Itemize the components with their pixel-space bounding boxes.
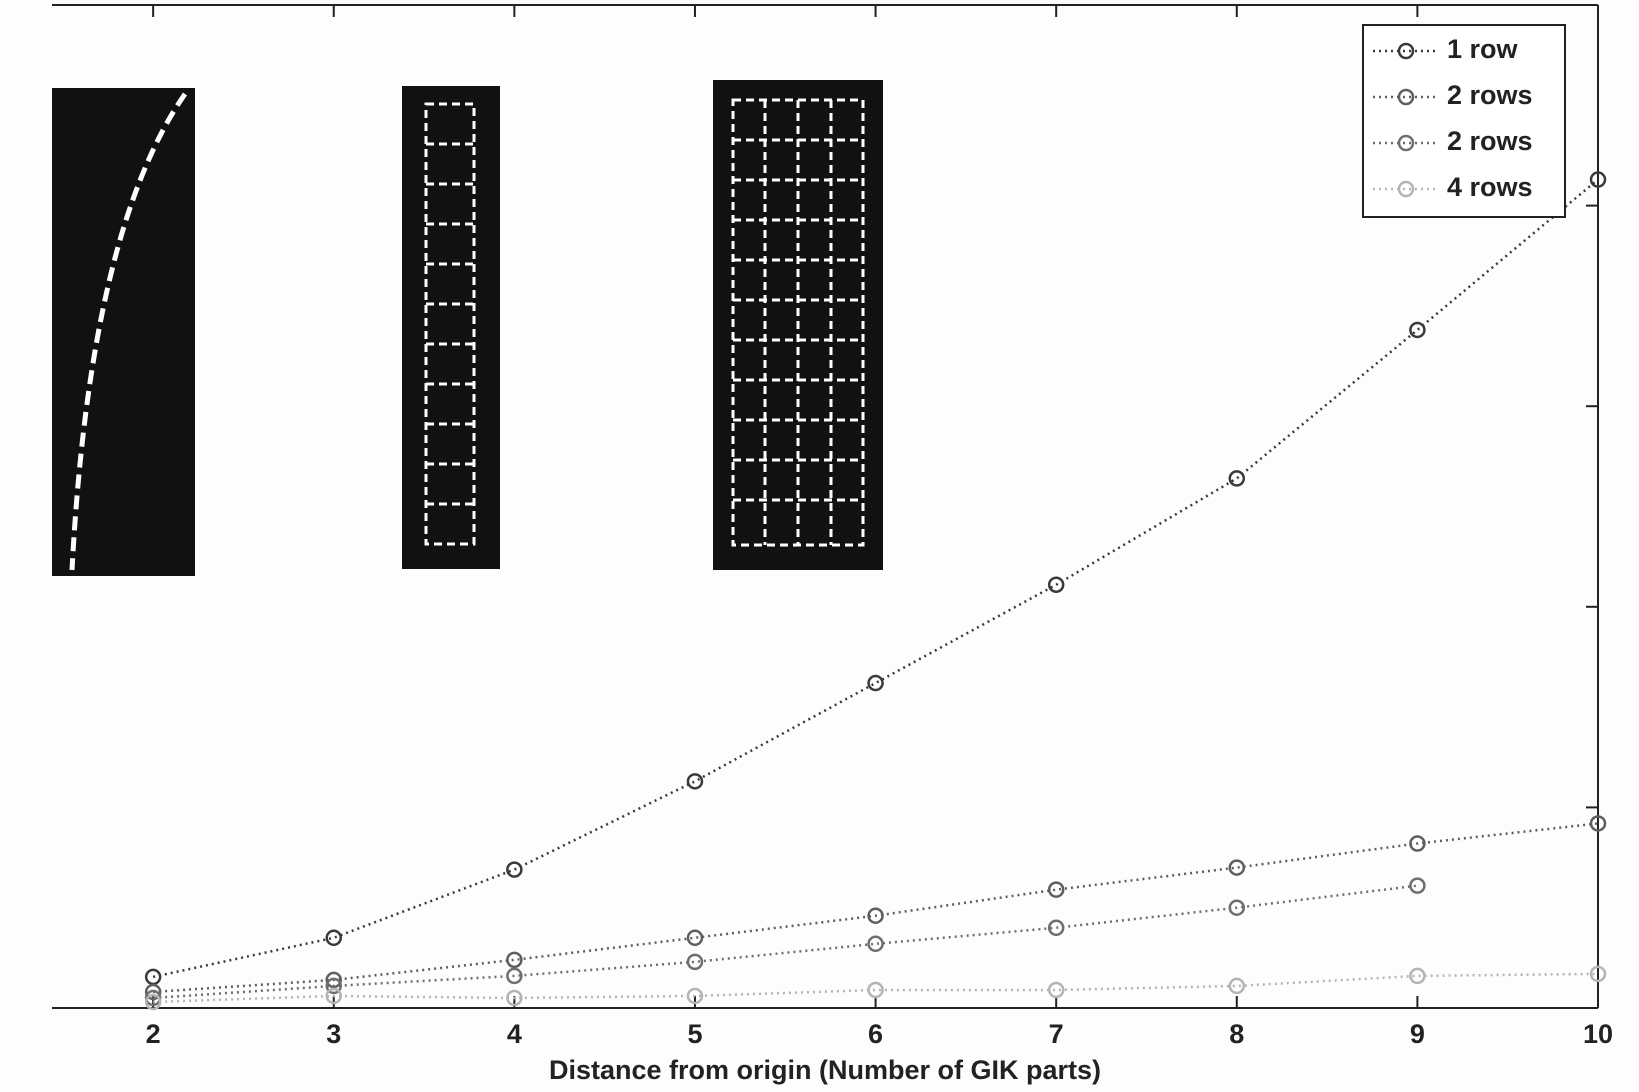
legend-label: 2 rows — [1447, 126, 1533, 156]
legend-label: 1 row — [1447, 34, 1519, 64]
x-tick-label: 4 — [507, 1019, 522, 1049]
x-tick-label: 5 — [687, 1019, 702, 1049]
inset-grid — [713, 80, 883, 570]
x-tick-label: 6 — [868, 1019, 883, 1049]
x-axis-label: Distance from origin (Number of GIK part… — [549, 1055, 1101, 1085]
legend: 1 row 2 rows 2 rows 4 rows — [1363, 25, 1565, 217]
x-tick-label: 3 — [326, 1019, 341, 1049]
chart: Distance from origin (Number of GIK part… — [0, 0, 1639, 1092]
x-tick-label: 7 — [1049, 1019, 1064, 1049]
inset-one-column — [402, 86, 500, 569]
x-tick-label: 8 — [1229, 1019, 1244, 1049]
x-tick-label: 9 — [1410, 1019, 1425, 1049]
x-tick-label: 10 — [1583, 1019, 1613, 1049]
page: Distance from origin (Number of GIK part… — [0, 0, 1639, 1092]
x-tick-label: 2 — [146, 1019, 161, 1049]
inset-curve — [52, 88, 195, 576]
legend-label: 2 rows — [1447, 80, 1533, 110]
legend-label: 4 rows — [1447, 172, 1533, 202]
